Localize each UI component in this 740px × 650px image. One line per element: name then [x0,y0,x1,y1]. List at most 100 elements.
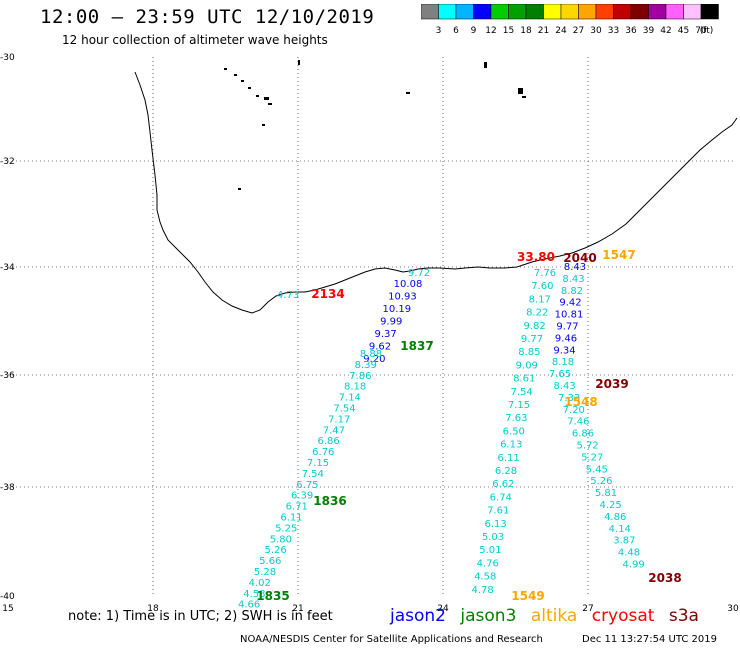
color-scale-bar: 3 6 9 12 15 18 21 24 27 30 33 36 39 42 45 70(ft) [421,4,719,36]
colorbar-label: 3 [436,26,442,36]
wave-height-value: 7.20 [563,405,585,416]
wave-height-value: 7.63 [505,413,527,424]
wave-height-value: 8.18 [552,357,574,368]
wave-height-value: 5.27 [581,452,603,463]
wave-height-value: 8.17 [529,294,551,305]
wave-height-value: 6.13 [484,519,506,530]
colorbar-unit: (ft) [700,26,714,36]
wave-height-value: 6.75 [296,480,318,491]
wave-height-value: 7.14 [339,393,361,404]
wave-height-value: 8.43 [553,381,575,392]
wave-height-value: 7.15 [307,458,329,469]
wave-height-value: 5.72 [576,441,598,452]
wave-height-value: 4.48 [618,548,640,559]
wave-height-value: 7.17 [328,414,350,425]
wave-height-value: 9.09 [516,360,538,371]
wave-height-value: 8.39 [355,360,377,371]
lon-tick-label: 21 [292,604,303,614]
lat-tick-label: -30 [0,53,15,63]
credit-line: NOAA/NESDIS Center for Satellite Applica… [240,634,543,645]
lat-tick-label: -34 [0,263,15,273]
wave-height-value: 7.60 [531,281,553,292]
colorbar-label: 70 [695,26,707,36]
colorbar-label: 15 [503,26,514,36]
wave-height-value: 5.81 [595,488,617,499]
colorbar-label: 24 [555,26,567,36]
wave-height-value: 9.46 [555,333,577,344]
satellite-legend: jason2 jason3 altika cryosat s3a [390,606,708,626]
legend-jason2: jason2 [390,606,446,626]
wave-height-value: 4.66 [238,600,260,611]
page-title: 12:00 – 23:59 UTC 12/10/2019 [40,6,375,28]
wave-height-value: 4.25 [599,500,621,511]
wave-height-value: 6.50 [503,426,525,437]
lat-tick-label: -40 [0,592,15,602]
wave-height-value: 5.28 [254,567,276,578]
coastline [134,71,738,314]
axis-labels: 15 18 21 24 27 30 -30 -32 -34 -36 -38 -40 [0,53,739,614]
legend-altika: altika [530,606,578,626]
wave-height-value: 6.71 [286,502,308,513]
wave-height-value: 5.26 [590,476,612,487]
colorbar-label: 42 [660,26,671,36]
wave-height-value: 6.86 [317,436,339,447]
track-time-label: 1549 [511,589,544,603]
wave-height-value: 9.20 [363,354,385,365]
wave-height-value: 5.45 [586,464,608,475]
wave-height-value: 6.11 [280,513,302,524]
wave-height-value: 9.72 [408,268,430,279]
wave-height-value: 4.73 [277,290,299,301]
page-subtitle: 12 hour collection of altimeter wave hei… [62,33,328,47]
wave-height-value: 4.76 [477,558,499,569]
wave-height-value: 4.99 [622,560,644,571]
wave-height-value: 4.14 [609,524,631,535]
wave-height-value: 4.78 [471,585,493,596]
lon-tick-label: 24 [437,604,449,614]
wave-height-value: 6.11 [497,453,519,464]
colorbar-label: 45 [678,26,689,36]
wave-height-value: 10.19 [382,304,411,315]
colorbar-label: 9 [471,26,477,36]
wave-height-value: 7.54 [333,404,355,415]
wave-height-value: 9.99 [380,317,402,328]
islands [224,60,526,190]
wave-height-value: 8.61 [513,374,535,385]
wave-height-value: 7.65 [549,369,571,380]
lon-tick-label: 15 [2,604,13,614]
wave-height-value: 4.02 [249,578,271,589]
colorbar-label: 21 [538,26,549,36]
wave-height-value: 10.08 [394,279,423,290]
wave-height-value: 5.01 [479,545,501,556]
wave-height-value: 9.42 [559,298,581,309]
wave-height-value: 6.62 [492,479,514,490]
colorbar-label: 39 [643,26,655,36]
wave-height-value: 9.77 [521,334,543,345]
wave-height-value: 5.26 [264,545,286,556]
wave-height-value: 8.43 [564,262,586,273]
wave-height-value: 5.66 [259,556,281,567]
track-time-label: 1547 [602,248,635,262]
lon-tick-label: 30 [727,604,739,614]
track-time-label: 2040 [563,251,596,265]
wave-height-value: 4.86 [604,512,626,523]
wave-height-value: 8.85 [518,347,540,358]
wave-height-value: 8.18 [344,382,366,393]
colorbar-label: 6 [453,26,459,36]
legend-jason3: jason3 [460,606,517,626]
wave-height-value: 9.34 [553,345,575,356]
track-time-label: 2134 [311,287,344,301]
wave-height-value: 3.87 [613,536,635,547]
colorbar-label: 33 [608,26,619,36]
wave-height-value: 9.77 [556,322,578,333]
wave-height-labels: 9.724.7310.0810.9310.199.999.379.629.208… [238,248,682,611]
wave-height-value: 7.33 [558,393,580,404]
track-time-label: 33.80 [517,250,555,264]
lat-tick-label: -36 [0,371,15,381]
lat-tick-label: -38 [0,483,15,493]
wave-height-value: 8.43 [562,274,584,285]
legend-s3a: s3a [668,606,699,626]
colorbar-label: 18 [520,26,532,36]
wave-height-value: 8.22 [526,308,548,319]
wave-height-value: 7.54 [510,387,532,398]
